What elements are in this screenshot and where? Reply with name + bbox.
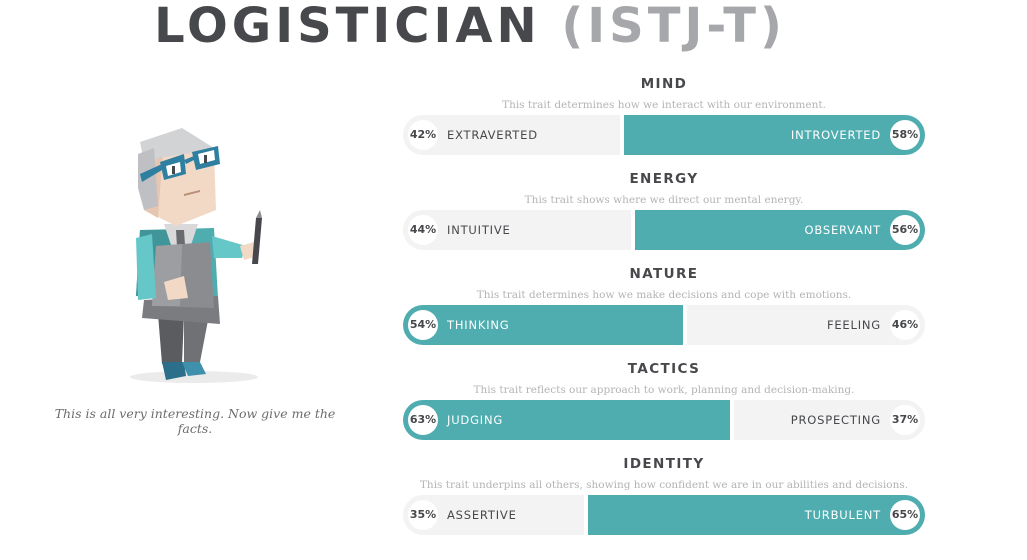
type-code: (ISTJ-T) [561,0,786,54]
trait-description: This trait underpins all others, showing… [419,479,909,491]
left-trait-label: THINKING [447,318,510,332]
right-percent-badge: 58% [890,120,920,150]
right-trait-label: PROSPECTING [790,413,881,427]
trait-tactics: TACTICS This trait reflects our approach… [403,361,925,451]
left-trait-label: ASSERTIVE [447,508,517,522]
trait-name: ENERGY [629,171,699,187]
right-percent-badge: 65% [890,500,920,530]
left-trait-label: JUDGING [447,413,504,427]
trait-description: This trait shows where we direct our men… [524,194,804,206]
trait-mind: MIND This trait determines how we intera… [403,76,925,166]
trait-bar-left-segment [403,210,631,250]
right-trait-label: INTROVERTED [790,128,881,142]
trait-name: IDENTITY [623,456,705,472]
trait-bar: 63% JUDGING PROSPECTING 37% [403,400,925,440]
trait-bar: 54% THINKING FEELING 46% [403,305,925,345]
logistician-illustration [118,118,278,390]
left-percent-badge: 44% [408,215,438,245]
trait-bar: 35% ASSERTIVE TURBULENT 65% [403,495,925,535]
trait-bar: 44% INTUITIVE OBSERVANT 56% [403,210,925,250]
left-percent-badge: 42% [408,120,438,150]
trait-bar-right-segment [624,115,925,155]
trait-name: NATURE [629,266,699,282]
right-percent-badge: 56% [890,215,920,245]
trait-description: This trait determines how we make decisi… [476,289,852,301]
page-title: LOGISTICIAN (ISTJ-T) [0,0,940,56]
trait-bar-right-segment [587,495,925,535]
left-percent-badge: 63% [408,405,438,435]
trait-bar-right-segment [686,305,925,345]
type-name: LOGISTICIAN [154,0,541,54]
trait-bar-left-segment [403,305,683,345]
trait-description: This trait determines how we interact wi… [502,99,826,111]
right-percent-badge: 37% [890,405,920,435]
trait-bar: 42% EXTRAVERTED INTROVERTED 58% [403,115,925,155]
left-trait-label: INTUITIVE [447,223,511,237]
type-quote: This is all very interesting. Now give m… [54,406,336,436]
trait-identity: IDENTITY This trait underpins all others… [403,456,925,546]
trait-bar-left-segment [403,400,730,440]
left-trait-label: EXTRAVERTED [447,128,538,142]
right-percent-badge: 46% [890,310,920,340]
trait-energy: ENERGY This trait shows where we direct … [403,171,925,261]
trait-bar-right-segment [634,210,925,250]
trait-bar-left-segment [403,115,621,155]
left-percent-badge: 54% [408,310,438,340]
left-percent-badge: 35% [408,500,438,530]
trait-nature: NATURE This trait determines how we make… [403,266,925,356]
right-trait-label: OBSERVANT [804,223,881,237]
trait-description: This trait reflects our approach to work… [473,384,855,396]
trait-name: MIND [640,76,688,92]
trait-name: TACTICS [627,361,701,377]
right-trait-label: FEELING [826,318,881,332]
right-trait-label: TURBULENT [804,508,881,522]
